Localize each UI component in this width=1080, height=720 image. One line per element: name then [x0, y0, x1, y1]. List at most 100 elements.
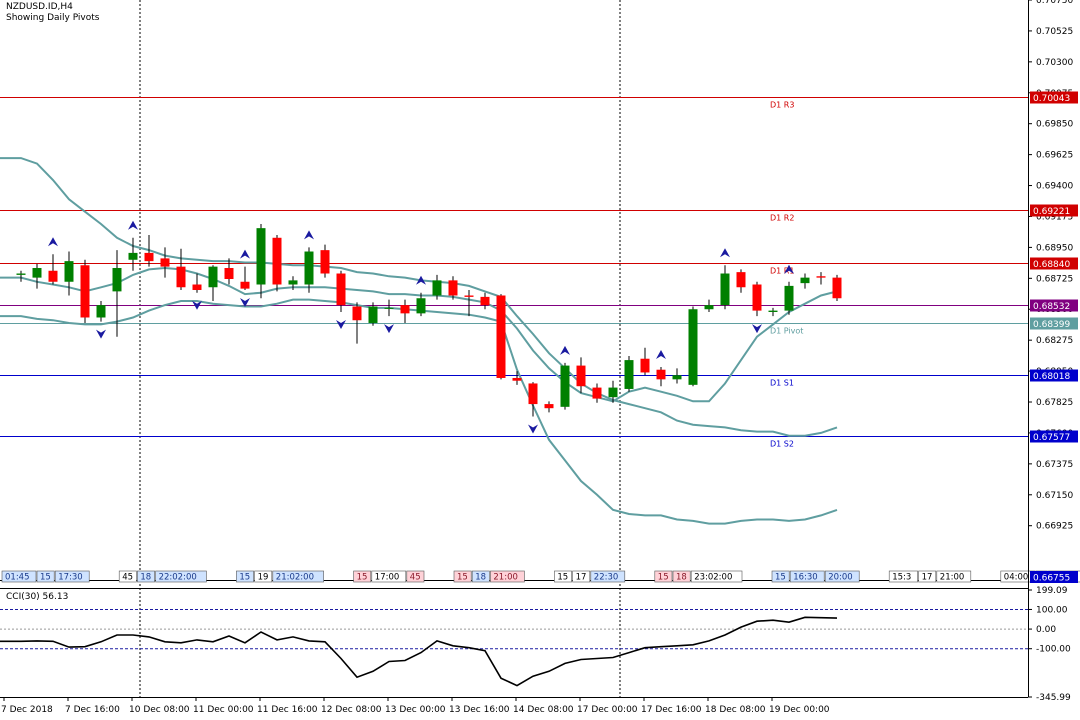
time-tick-label: 7 Dec 2018 [1, 705, 53, 715]
time-tick-label: 7 Dec 16:00 [65, 705, 120, 715]
time-marker: 23:02:00 [690, 570, 743, 583]
bottom-price-tag-bg [1030, 571, 1078, 583]
candle [352, 302, 362, 344]
time-marker-box [554, 570, 572, 583]
candle-body [720, 273, 730, 306]
time-marker: 22:30 [590, 570, 626, 583]
pivot-price-tag: 0.70043 [1033, 94, 1070, 104]
candle [144, 235, 154, 267]
pivot-price-tag-bg [1030, 430, 1078, 443]
candle [720, 265, 730, 310]
time-marker-label: 04:00 [1004, 573, 1029, 583]
candle-body [16, 273, 26, 275]
time-marker-label: 15 [239, 573, 250, 583]
fractal-up-arrow [784, 264, 794, 274]
time-marker: 15 [453, 570, 472, 583]
time-marker: 17 [918, 570, 937, 583]
candle [800, 273, 810, 289]
cci-line [0, 616, 838, 687]
time-marker-label: 23:02:00 [694, 573, 732, 583]
candle [400, 299, 410, 323]
time-marker-label: 45 [122, 573, 133, 583]
candle-body [736, 272, 746, 288]
candle-body [176, 266, 186, 288]
cci-tick-label: -345.99 [1036, 693, 1071, 703]
fractal-up-arrow [656, 349, 666, 359]
price-tick-label: 0.69400 [1036, 182, 1073, 192]
time-marker: 45 [118, 570, 137, 583]
cci-tick-label: 0.00 [1036, 625, 1056, 635]
candle [688, 306, 698, 387]
price-tick-label: 0.67150 [1036, 491, 1073, 501]
time-marker: 16:30 [789, 570, 825, 583]
time-marker-label: 15 [557, 573, 568, 583]
time-marker-box [690, 570, 743, 583]
pivot-label: D1 Pivot [770, 327, 803, 336]
time-marker: 22:02:00 [155, 570, 207, 583]
candle-body [416, 298, 426, 314]
candle [16, 270, 26, 282]
fractal-down-arrow [336, 319, 346, 329]
candle [32, 263, 42, 289]
price-tick-label: 0.66925 [1036, 522, 1073, 532]
candle-body [800, 277, 810, 284]
candle [240, 266, 250, 290]
candle-body [496, 295, 506, 378]
pivot-label: D1 S2 [770, 440, 794, 449]
candle [656, 366, 666, 387]
fractal-up-arrow [304, 230, 314, 240]
time-marker-box [918, 570, 937, 583]
candle-body [480, 296, 490, 306]
candle [80, 259, 90, 323]
candle-body [608, 387, 618, 398]
candle [512, 371, 522, 385]
time-marker-label: 17:00 [375, 573, 400, 583]
time-marker-box [453, 570, 472, 583]
time-marker-box [118, 570, 137, 583]
pivot-price-tag-bg [1030, 369, 1078, 382]
candle [640, 347, 650, 376]
time-marker: 45 [406, 570, 425, 583]
fractal-up-arrow [416, 275, 426, 285]
time-marker: 15 [236, 570, 254, 583]
time-marker-label: 15 [40, 573, 51, 583]
candle [416, 292, 426, 317]
candle [224, 258, 234, 285]
time-marker: 15 [654, 570, 673, 583]
time-marker-box [54, 570, 90, 583]
candle [320, 244, 330, 278]
time-marker-label: 15 [457, 573, 468, 583]
time-marker-box [490, 570, 525, 583]
candle [448, 276, 458, 300]
time-marker-label: 17 [922, 573, 933, 583]
price-tick-label: 0.68725 [1036, 274, 1073, 284]
candle-body [128, 252, 138, 260]
time-marker: 21:00 [490, 570, 525, 583]
time-marker: 21:02:00 [272, 570, 324, 583]
fractal-down-arrow [384, 324, 394, 334]
time-tick-label: 19 Dec 00:00 [769, 705, 830, 715]
fractal-down-arrow [528, 424, 538, 434]
time-marker: 19 [254, 570, 273, 583]
candle [496, 294, 506, 380]
time-markers-strip: 01:45 15 17:30 45 18 22:02:00 15 19 21:02:00 15 17… [1, 570, 1080, 583]
pivot-price-tag: 0.69221 [1033, 207, 1070, 217]
time-tick-label: 14 Dec 08:00 [513, 705, 574, 715]
price-tick-label: 0.69625 [1036, 151, 1073, 161]
time-marker-box [936, 570, 972, 583]
price-tick-label: 0.68950 [1036, 243, 1073, 253]
candle [256, 224, 266, 299]
time-marker-label: 20:00 [828, 573, 853, 583]
candle-body [192, 284, 202, 290]
time-marker: 17:30 [54, 570, 90, 583]
candle-body [48, 270, 58, 282]
time-marker-label: 45 [410, 573, 421, 583]
time-marker-label: 22:30 [594, 573, 619, 583]
current-price-tag: 0.68532 [1033, 302, 1070, 312]
price-tick-label: 0.68275 [1036, 336, 1073, 346]
candle-body [816, 276, 826, 278]
fractal-up-arrow [560, 345, 570, 355]
time-tick-label: 13 Dec 00:00 [385, 705, 446, 715]
candle [592, 383, 602, 403]
